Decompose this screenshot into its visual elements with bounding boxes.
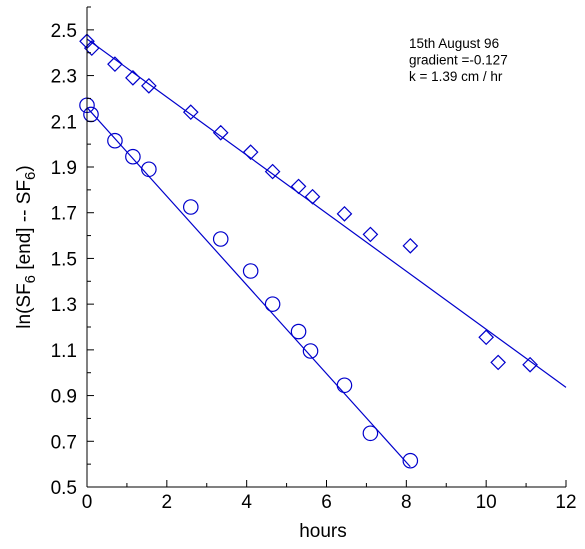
diamond-point-4 [125, 70, 141, 86]
diamond-point-12 [336, 206, 353, 222]
diamond-point-7 [212, 124, 229, 141]
x-tick-label: 4 [241, 492, 252, 513]
diamond-point-14 [402, 238, 419, 254]
y-tick-label: 0.5 [51, 478, 77, 499]
y-tick-label: 0.9 [51, 387, 77, 408]
diamond-point-16 [490, 354, 506, 371]
circle-point-4 [125, 148, 141, 165]
circle-point-9 [264, 296, 281, 312]
diamond-point-9 [264, 163, 281, 180]
x-axis-title: hours [299, 521, 347, 542]
y-axis-title-part: [end] -- SF [14, 180, 35, 275]
y-axis-title: ln(SF6 [end] -- SF6) [14, 165, 39, 328]
circle-point-14 [402, 452, 419, 469]
x-tick-label: 8 [401, 492, 412, 513]
circle-point-11 [302, 343, 319, 359]
circle-point-5 [141, 161, 157, 178]
annotation-line-1: 15th August 96 [409, 36, 499, 51]
x-tick-label: 10 [476, 492, 497, 513]
fit-line-1 [86, 38, 567, 388]
diamond-point-11 [304, 188, 321, 205]
annotation-line-2: gradient =-0.127 [409, 53, 508, 68]
y-axis-title-part: ) [14, 165, 35, 171]
x-tick-label: 12 [555, 492, 576, 513]
y-axis-title-subscript: 6 [22, 275, 39, 283]
y-tick-label: 2.5 [51, 21, 77, 42]
y-tick-label: 1.9 [51, 158, 77, 179]
y-tick-label: 1.7 [51, 204, 77, 225]
diamond-point-6 [182, 104, 199, 120]
diamond-point-17 [522, 356, 538, 373]
circle-point-6 [182, 199, 199, 215]
y-tick-label: 1.5 [51, 249, 77, 270]
x-tick-label: 2 [162, 492, 173, 513]
circle-point-8 [242, 263, 259, 279]
y-tick-label: 1.3 [51, 295, 77, 316]
fit-line-2 [86, 107, 411, 468]
axes-layer: 0 2 4 6 8 10 12 0.5 0.7 0.9 1.1 1.3 1.5 1.7 1.9 2.1 2.3 2… [51, 6, 577, 513]
y-tick-label: 2.3 [51, 67, 77, 88]
y-axis-title-subscript: 6 [22, 172, 39, 180]
diamond-point-10 [290, 178, 307, 195]
diamond-point-15 [478, 329, 495, 346]
y-tick-label: 0.7 [51, 432, 77, 453]
diamond-point-3 [107, 56, 123, 72]
y-tick-label: 1.1 [51, 341, 77, 362]
circle-point-3 [107, 132, 123, 149]
circle-point-10 [290, 323, 307, 340]
diamond-point-5 [141, 78, 157, 94]
circle-point-7 [212, 231, 229, 247]
x-tick-label: 6 [321, 492, 332, 513]
x-tick-label: 0 [82, 492, 93, 513]
circle-point-13 [362, 425, 379, 442]
diamond-point-13 [362, 226, 379, 243]
y-tick-label: 2.1 [51, 112, 77, 133]
circle-point-12 [336, 377, 353, 394]
y-axis-title-part: ln(SF [14, 283, 35, 328]
diamond-point-8 [242, 144, 259, 160]
annotation-line-3: k = 1.39 cm / hr [409, 69, 503, 84]
